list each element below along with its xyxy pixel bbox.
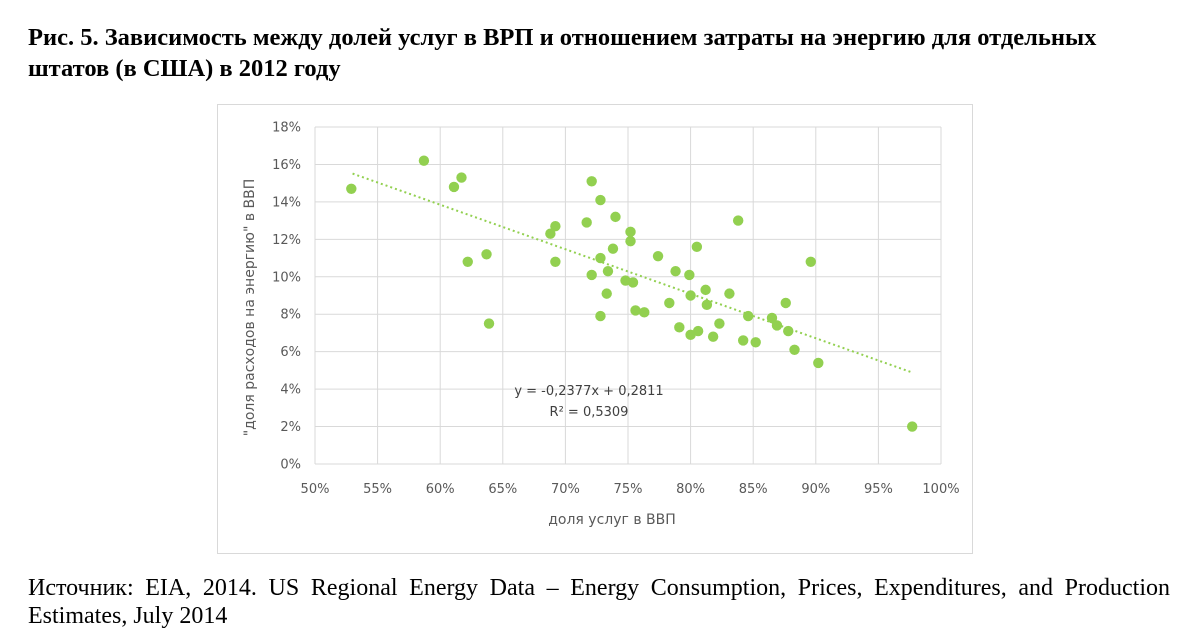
trendline-r2: R² = 0,5309 — [550, 405, 629, 420]
data-point — [586, 176, 597, 187]
data-point — [714, 318, 725, 329]
x-tick-label: 65% — [488, 482, 517, 497]
data-point — [481, 249, 492, 260]
data-point — [724, 288, 735, 299]
x-tick-label: 100% — [922, 482, 959, 497]
data-point — [595, 252, 606, 264]
y-tick-label: 4% — [280, 383, 301, 398]
data-point — [550, 221, 561, 232]
data-point — [692, 325, 704, 337]
x-tick-label: 85% — [739, 482, 768, 497]
data-point — [789, 344, 800, 355]
data-point — [550, 256, 561, 267]
data-point — [595, 310, 606, 322]
figure-title: Рис. 5. Зависимость между долей услуг в … — [28, 24, 1097, 82]
data-point — [742, 310, 754, 322]
data-point — [418, 155, 430, 166]
x-tick-label: 75% — [614, 482, 643, 497]
data-point — [780, 297, 791, 309]
data-point — [907, 421, 918, 432]
data-point — [701, 299, 713, 311]
data-point — [346, 183, 357, 194]
y-tick-label: 0% — [280, 458, 301, 473]
trendline-equation: y = -0,2377x + 0,2811 — [514, 384, 663, 399]
data-point — [766, 312, 778, 324]
y-tick-label: 12% — [272, 233, 301, 248]
data-point — [783, 325, 794, 337]
data-point — [737, 335, 749, 346]
x-tick-label: 95% — [864, 482, 893, 497]
x-tick-label: 55% — [363, 482, 392, 497]
data-point — [685, 290, 696, 301]
data-point — [670, 265, 681, 277]
data-point — [448, 181, 460, 193]
data-point — [625, 236, 636, 247]
data-point — [805, 256, 816, 267]
data-point — [545, 228, 556, 239]
data-point — [586, 269, 597, 281]
data-point — [639, 307, 650, 318]
y-tick-label: 16% — [272, 158, 301, 173]
figure-source: Источник: EIA, 2014. US Regional Energy … — [28, 575, 1170, 629]
y-tick-label: 10% — [272, 270, 301, 285]
data-point — [627, 277, 639, 288]
y-tick-label: 2% — [280, 420, 301, 435]
x-tick-label: 50% — [301, 482, 330, 497]
y-tick-label: 6% — [280, 345, 301, 360]
y-tick-label: 18% — [272, 121, 301, 136]
data-point — [732, 215, 744, 226]
data-point — [595, 194, 606, 206]
data-point — [664, 297, 675, 309]
data-point — [684, 269, 695, 281]
y-axis-title: "доля расходов на энергию" в ВВП — [242, 179, 258, 437]
x-tick-label: 90% — [801, 482, 830, 497]
scatter-chart: 0% 2% 4% 6% 8% 10% 12% 14% 16% 18% 50% 55% 60% 65% 70%… — [242, 121, 960, 529]
data-point — [674, 322, 685, 333]
data-point — [691, 241, 703, 253]
y-tick-label: 14% — [272, 195, 301, 210]
data-point — [625, 226, 636, 238]
data-point — [456, 172, 467, 183]
chart-area: 0% 2% 4% 6% 8% 10% 12% 14% 16% 18% 50% 55% 60% 65% 70%… — [217, 104, 973, 554]
data-point — [462, 256, 473, 267]
data-point — [610, 211, 621, 223]
data-point — [750, 337, 761, 348]
data-point — [581, 217, 592, 228]
trendline — [352, 172, 913, 374]
data-point — [607, 243, 619, 254]
x-tick-label: 60% — [426, 482, 455, 497]
data-point — [652, 250, 664, 262]
y-tick-label: 8% — [280, 308, 301, 323]
data-point — [602, 265, 614, 277]
x-tick-label: 80% — [676, 482, 705, 497]
data-point — [813, 357, 824, 369]
data-point — [483, 318, 495, 329]
data-point — [630, 305, 641, 316]
data-point — [707, 331, 719, 342]
data-point — [700, 284, 711, 296]
x-tick-label: 70% — [551, 482, 580, 497]
x-axis-title: доля услуг в ВВП — [548, 512, 676, 528]
data-point — [601, 288, 612, 299]
